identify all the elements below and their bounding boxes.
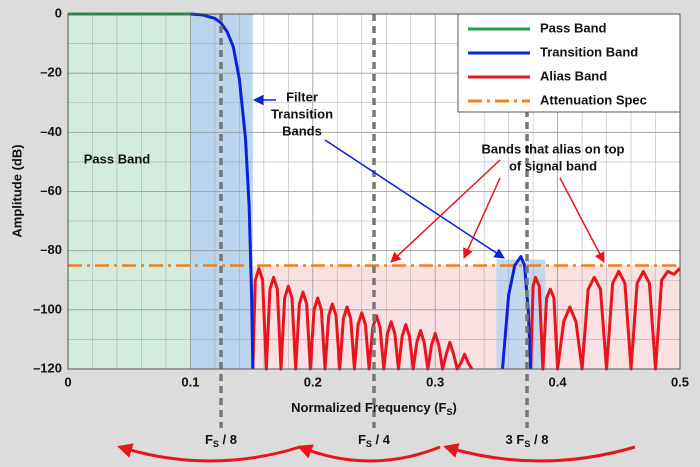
x-axis-label-part: ) xyxy=(452,400,456,415)
series-line xyxy=(190,12,533,370)
marker-label-part: F xyxy=(205,432,213,447)
plot-frame xyxy=(67,13,681,370)
marker-label: FS / 4 xyxy=(358,432,391,449)
pass-band-label: Pass Band xyxy=(84,151,151,166)
legend-label: Transition Band xyxy=(540,44,638,59)
alias-arrow xyxy=(297,444,441,463)
x-axis-label-part: S xyxy=(446,407,452,417)
note-line: Filter xyxy=(286,89,318,104)
note-line: Bands xyxy=(282,123,322,138)
marker-label-part: / 4 xyxy=(372,432,391,447)
series-line xyxy=(251,266,682,371)
x-axis-label: Normalized Frequency (FS) xyxy=(291,400,457,417)
y-tick-label: –120 xyxy=(33,360,62,375)
alias-arrow xyxy=(117,443,301,463)
x-tick-label: 0 xyxy=(64,374,71,389)
y-tick-label: –20 xyxy=(40,65,62,80)
alias-arrow xyxy=(443,443,636,463)
marker-label-part: S xyxy=(524,439,530,449)
y-axis-label: Amplitude (dB) xyxy=(9,144,24,237)
annotation-arrow xyxy=(559,177,605,263)
x-tick-label: 0.1 xyxy=(181,374,199,389)
note-line: Bands that alias on top xyxy=(481,141,624,156)
marker-label-part: / 8 xyxy=(530,432,548,447)
marker-label: 3 FS / 8 xyxy=(506,432,549,449)
shaded-region xyxy=(252,265,680,369)
y-tick-label: –100 xyxy=(33,301,62,316)
annotation-arrow xyxy=(324,139,505,259)
y-tick-label: –60 xyxy=(40,183,62,198)
x-tick-label: 0.2 xyxy=(304,374,322,389)
y-tick-label: 0 xyxy=(55,5,62,20)
marker-label-part: F xyxy=(358,432,366,447)
note-line: of signal band xyxy=(509,158,597,173)
legend-label: Attenuation Spec xyxy=(540,92,647,107)
note-line: Transition xyxy=(271,106,333,121)
marker-label-part: 3 F xyxy=(506,432,525,447)
annotation-arrow xyxy=(390,159,501,263)
annotation-arrow xyxy=(463,177,501,259)
x-tick-label: 0.3 xyxy=(426,374,444,389)
x-tick-label: 0.4 xyxy=(549,374,568,389)
y-tick-label: –40 xyxy=(40,124,62,139)
marker-label-part: / 8 xyxy=(219,432,237,447)
marker-label: FS / 8 xyxy=(205,432,237,449)
legend-label: Pass Band xyxy=(540,20,607,35)
marker-label-part: S xyxy=(366,439,372,449)
x-tick-label: 0.5 xyxy=(671,374,689,389)
marker-label-part: S xyxy=(213,439,219,449)
x-axis-label-part: Normalized Frequency (F xyxy=(291,400,446,415)
legend-label: Alias Band xyxy=(540,68,607,83)
y-tick-label: –80 xyxy=(40,242,62,257)
